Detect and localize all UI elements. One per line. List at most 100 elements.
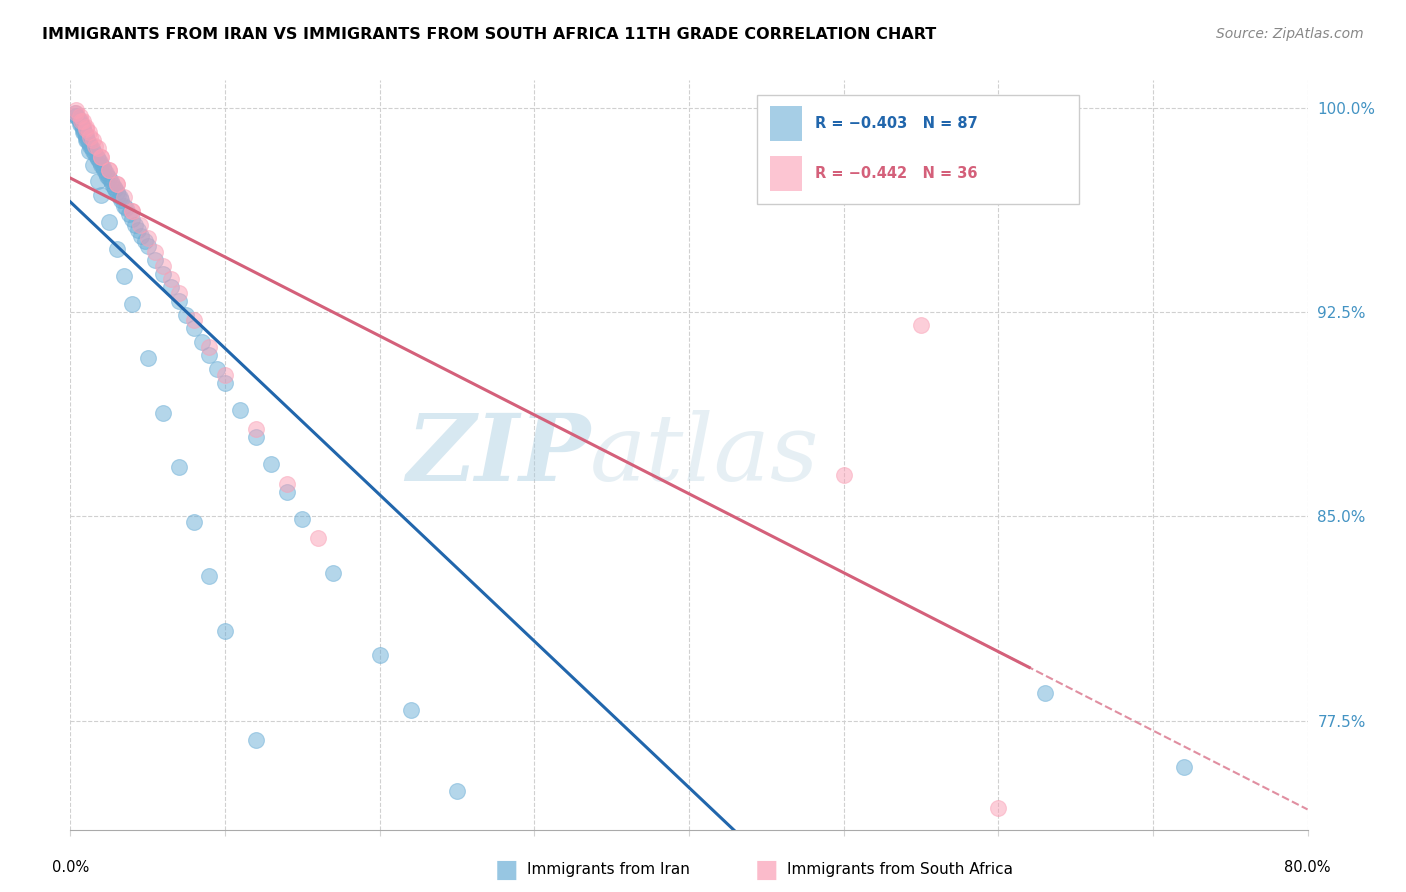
Point bbox=[103, 179, 125, 194]
Point bbox=[145, 253, 166, 268]
Point bbox=[70, 117, 93, 131]
Point bbox=[79, 130, 101, 145]
Point bbox=[136, 351, 159, 366]
Point bbox=[104, 182, 127, 196]
Point bbox=[107, 187, 129, 202]
Point bbox=[152, 406, 174, 420]
Point bbox=[84, 146, 107, 161]
Point bbox=[198, 349, 221, 363]
Point bbox=[98, 163, 120, 178]
Point bbox=[114, 190, 135, 204]
Text: Source: ZipAtlas.com: Source: ZipAtlas.com bbox=[1216, 27, 1364, 41]
Point bbox=[84, 138, 107, 153]
Point bbox=[136, 239, 159, 253]
Point bbox=[214, 376, 236, 390]
Point bbox=[245, 422, 267, 436]
Text: ■: ■ bbox=[755, 858, 778, 881]
Text: IMMIGRANTS FROM IRAN VS IMMIGRANTS FROM SOUTH AFRICA 11TH GRADE CORRELATION CHAR: IMMIGRANTS FROM IRAN VS IMMIGRANTS FROM … bbox=[42, 27, 936, 42]
Point bbox=[105, 177, 128, 191]
Point bbox=[134, 234, 156, 248]
Point bbox=[276, 484, 298, 499]
Point bbox=[214, 368, 236, 382]
Point bbox=[93, 163, 115, 178]
Point bbox=[72, 122, 94, 136]
Point bbox=[1033, 686, 1056, 700]
Point bbox=[131, 228, 153, 243]
Text: Immigrants from South Africa: Immigrants from South Africa bbox=[787, 863, 1014, 877]
Point bbox=[987, 801, 1010, 815]
Point bbox=[87, 174, 110, 188]
Point bbox=[87, 153, 110, 167]
Point bbox=[183, 515, 205, 529]
Point bbox=[124, 218, 146, 232]
Point bbox=[307, 531, 329, 545]
Point bbox=[90, 150, 112, 164]
Point bbox=[101, 177, 124, 191]
Point bbox=[1173, 760, 1195, 774]
Point bbox=[77, 125, 100, 139]
Point bbox=[174, 308, 197, 322]
Point bbox=[152, 259, 174, 273]
Point bbox=[91, 161, 114, 175]
Point bbox=[79, 138, 101, 153]
Point bbox=[129, 218, 152, 232]
Point bbox=[98, 163, 120, 178]
Point bbox=[160, 280, 183, 294]
Point bbox=[82, 133, 105, 147]
Point bbox=[910, 318, 932, 333]
Point bbox=[72, 114, 94, 128]
Point bbox=[75, 133, 97, 147]
Point bbox=[72, 125, 94, 139]
Point bbox=[121, 296, 143, 310]
Point bbox=[73, 125, 96, 139]
Point bbox=[67, 112, 90, 126]
Point bbox=[87, 141, 110, 155]
Point bbox=[152, 267, 174, 281]
Point bbox=[446, 784, 468, 798]
Point bbox=[75, 120, 97, 134]
Point bbox=[70, 114, 93, 128]
Point bbox=[90, 187, 112, 202]
Point bbox=[98, 215, 120, 229]
Point bbox=[121, 204, 143, 219]
Point bbox=[100, 174, 122, 188]
Text: atlas: atlas bbox=[591, 410, 820, 500]
Point bbox=[136, 231, 159, 245]
Point bbox=[260, 458, 283, 472]
Point bbox=[65, 109, 87, 123]
Point bbox=[115, 202, 138, 216]
Point bbox=[114, 269, 135, 284]
Point bbox=[105, 185, 128, 199]
Point bbox=[198, 569, 221, 583]
Point bbox=[110, 193, 132, 207]
Text: ZIP: ZIP bbox=[406, 410, 591, 500]
Point bbox=[167, 293, 190, 308]
Point bbox=[276, 476, 298, 491]
Point bbox=[65, 109, 87, 123]
Point bbox=[90, 158, 112, 172]
Point bbox=[65, 103, 87, 118]
Point bbox=[86, 150, 108, 164]
Point bbox=[82, 144, 105, 158]
Point bbox=[183, 313, 205, 327]
Point bbox=[322, 566, 344, 581]
Point bbox=[108, 190, 131, 204]
Point bbox=[214, 624, 236, 638]
Point bbox=[80, 141, 103, 155]
Point bbox=[77, 136, 100, 150]
Point bbox=[105, 177, 128, 191]
Point bbox=[75, 130, 97, 145]
Point bbox=[121, 212, 143, 227]
Point bbox=[832, 468, 855, 483]
Point bbox=[167, 285, 190, 300]
Point bbox=[75, 128, 97, 142]
Point bbox=[75, 122, 97, 136]
Point bbox=[198, 340, 221, 354]
Point bbox=[69, 117, 91, 131]
Point bbox=[207, 362, 229, 376]
Point bbox=[89, 155, 111, 169]
Point bbox=[82, 158, 105, 172]
Point bbox=[96, 169, 118, 183]
Point bbox=[191, 334, 214, 349]
Point bbox=[245, 430, 267, 444]
